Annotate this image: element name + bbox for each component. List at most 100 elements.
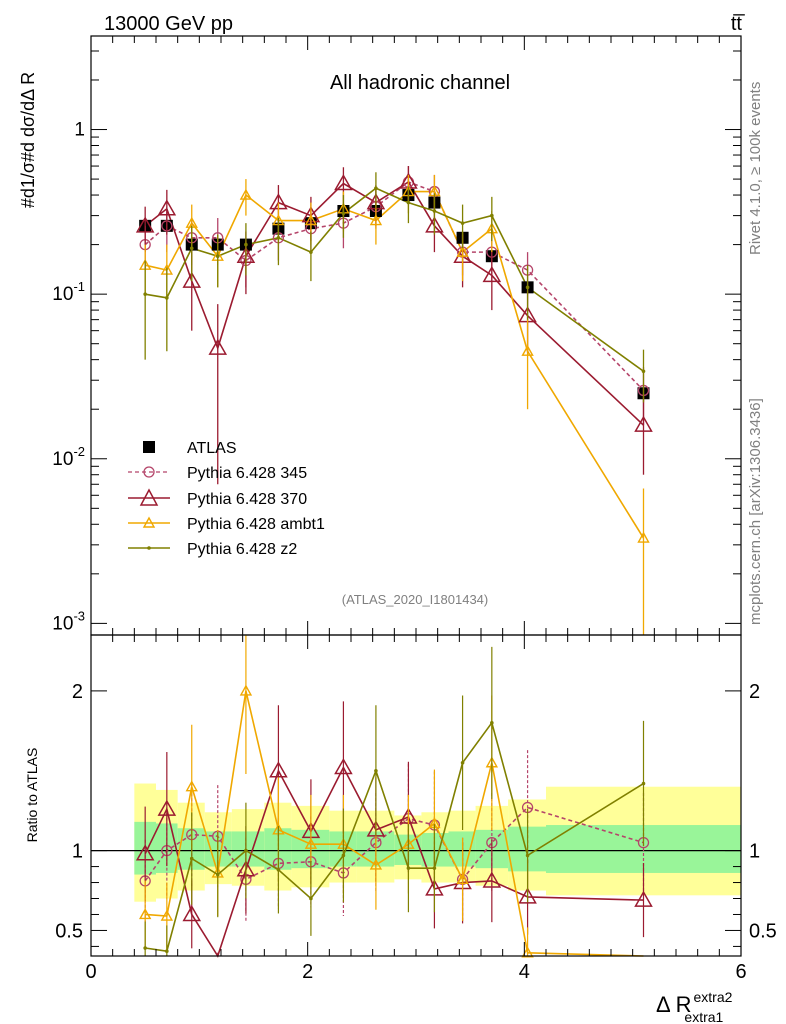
ratio-y-tick-label-right: 2 <box>749 681 760 703</box>
point-pythia-6-428-370 <box>157 199 177 216</box>
y-tick-label-base: 10 <box>52 613 73 634</box>
point-pythia-6-428-ambt1 <box>637 531 650 543</box>
ratio-point-pythia-6-428-370 <box>634 890 653 907</box>
point-pythia-6-428-ambt1 <box>369 214 383 226</box>
ratio-point-pythia-6-428-370 <box>518 887 537 904</box>
ratio-y-tick-label: 2 <box>72 681 83 703</box>
series-line-pythia-6-428-345 <box>144 181 645 392</box>
ratio-point-pythia-6-428-ambt1 <box>304 837 318 849</box>
y-tick-label-exponent: -3 <box>73 608 85 623</box>
point-pythia-6-428-z2 <box>189 246 194 251</box>
energy-label: 13000 GeV pp <box>104 13 233 35</box>
ratio-point-pythia-6-428-z2 <box>189 856 194 861</box>
ratio-point-pythia-6-428-ambt1 <box>521 946 534 958</box>
ratio-point-pythia-6-428-370 <box>334 758 353 775</box>
point-pythia-6-428-z2 <box>460 221 465 225</box>
point-pythia-6-428-z2 <box>406 200 411 205</box>
point-pythia-6-428-z2 <box>244 242 248 247</box>
legend: ATLAS Pythia 6.428 345 Pythia 6.428 370 … <box>128 440 325 558</box>
ratio-point-pythia-6-428-z2 <box>165 949 169 954</box>
point-pythia-6-428-z2 <box>641 369 646 374</box>
analysis-id: (ATLAS_2020_I1801434) <box>342 592 488 607</box>
ratio-point-pythia-6-428-z2 <box>309 896 313 901</box>
y-tick-label: 10-1 <box>52 279 85 305</box>
ratio-y-tick-label: 0.5 <box>55 920 83 942</box>
y-tick-label-exponent: -2 <box>73 444 85 459</box>
chart-title: All hadronic channel <box>330 72 510 94</box>
ratio-point-pythia-6-428-z2 <box>244 848 248 853</box>
ratio-point-pythia-6-428-z2 <box>460 760 465 765</box>
ratio-y-tick-label-right: 1 <box>749 841 760 863</box>
ratio-point-pythia-6-428-370 <box>135 844 155 861</box>
x-tick-label: 0 <box>85 961 96 983</box>
y-tick-label-base: 10 <box>52 449 73 470</box>
ratio-ylabel: Ratio to ATLAS <box>24 748 40 843</box>
legend-marker-345 <box>143 466 155 478</box>
ratio-point-pythia-6-428-z2 <box>341 853 346 858</box>
legend-label-370: Pythia 6.428 370 <box>187 491 307 508</box>
legend-label-ambt1: Pythia 6.428 ambt1 <box>187 516 325 533</box>
y-tick-label-base: 10 <box>52 284 73 305</box>
point-pythia-6-428-z2 <box>276 235 281 240</box>
series-line-pythia-6-428-370 <box>144 180 645 426</box>
point-pythia-6-428-370 <box>334 174 353 191</box>
legend-marker-370 <box>139 488 159 506</box>
ratio-point-pythia-6-428-z2 <box>406 866 411 870</box>
main-ylabel: #d1/σ#d dσ/dΔ R <box>18 72 38 208</box>
point-pythia-6-428-370 <box>135 216 155 233</box>
ratio-point-pythia-6-428-z2 <box>641 781 646 786</box>
point-pythia-6-428-z2 <box>374 186 378 191</box>
ratio-point-pythia-6-428-ambt1 <box>160 909 174 921</box>
point-pythia-6-428-z2 <box>215 254 220 259</box>
xlabel-sup: extra2 <box>693 989 732 1005</box>
legend-label-atlas: ATLAS <box>187 440 237 457</box>
point-pythia-6-428-z2 <box>341 211 346 216</box>
legend-marker-ambt1 <box>142 516 156 528</box>
ratio-point-pythia-6-428-z2 <box>143 946 147 950</box>
y-tick-label-exponent: -1 <box>73 279 85 294</box>
x-tick-label: 2 <box>302 961 313 983</box>
point-pythia-6-428-370 <box>482 265 502 283</box>
ratio-y-tick-label: 1 <box>72 841 83 863</box>
mcplots-label: mcplots.cern.ch [arXiv:1306.3436] <box>747 398 764 625</box>
y-tick-label: 10-2 <box>52 444 85 470</box>
ratio-panel: 0 2 4 60.5 0.51 12 2 <box>55 634 777 983</box>
x-tick-label: 4 <box>519 961 530 983</box>
xlabel-main: Δ R <box>656 992 691 1017</box>
legend-marker-atlas <box>143 441 155 453</box>
point-pythia-6-428-ambt1 <box>239 188 253 200</box>
main-panel: 10-310-210-11 <box>52 35 742 636</box>
ratio-point-pythia-6-428-370 <box>269 761 288 778</box>
rivet-label: Rivet 4.1.0, ≥ 100k events <box>747 82 764 255</box>
y-tick-label: 1 <box>74 120 85 141</box>
ratio-point-pythia-6-428-ambt1 <box>369 858 383 870</box>
process-label: tt̅ <box>731 13 745 35</box>
point-pythia-6-428-370 <box>634 415 653 432</box>
x-tick-label: 6 <box>735 961 746 983</box>
point-pythia-6-428-370 <box>208 338 228 355</box>
ratio-point-pythia-6-428-z2 <box>215 872 220 877</box>
point-pythia-6-428-ambt1 <box>456 245 469 257</box>
xlabel-sub: extra1 <box>684 1009 723 1024</box>
ratio-point-pythia-6-428-z2 <box>374 768 378 773</box>
point-pythia-6-428-z2 <box>525 285 530 290</box>
ratio-point-pythia-6-428-370 <box>157 799 177 816</box>
point-pythia-6-428-z2 <box>165 296 169 300</box>
point-pythia-6-428-z2 <box>309 250 313 254</box>
ratio-point-pythia-6-428-ambt1 <box>138 908 152 920</box>
legend-label-345: Pythia 6.428 345 <box>187 465 307 482</box>
legend-label-z2: Pythia 6.428 z2 <box>187 541 297 558</box>
ratio-point-pythia-6-428-ambt1 <box>185 780 198 792</box>
point-pythia-6-428-z2 <box>490 213 494 218</box>
point-pythia-6-428-370 <box>182 271 202 288</box>
ratio-point-pythia-6-428-z2 <box>432 866 437 870</box>
ratio-y-tick-label-right: 0.5 <box>749 920 777 942</box>
ratio-point-pythia-6-428-ambt1 <box>456 872 469 885</box>
point-pythia-6-428-ambt1 <box>521 344 534 356</box>
point-pythia-6-428-z2 <box>143 292 147 296</box>
ratio-point-pythia-6-428-z2 <box>276 867 281 872</box>
ratio-point-pythia-6-428-z2 <box>490 721 494 725</box>
ratio-point-pythia-6-428-370 <box>482 871 502 888</box>
